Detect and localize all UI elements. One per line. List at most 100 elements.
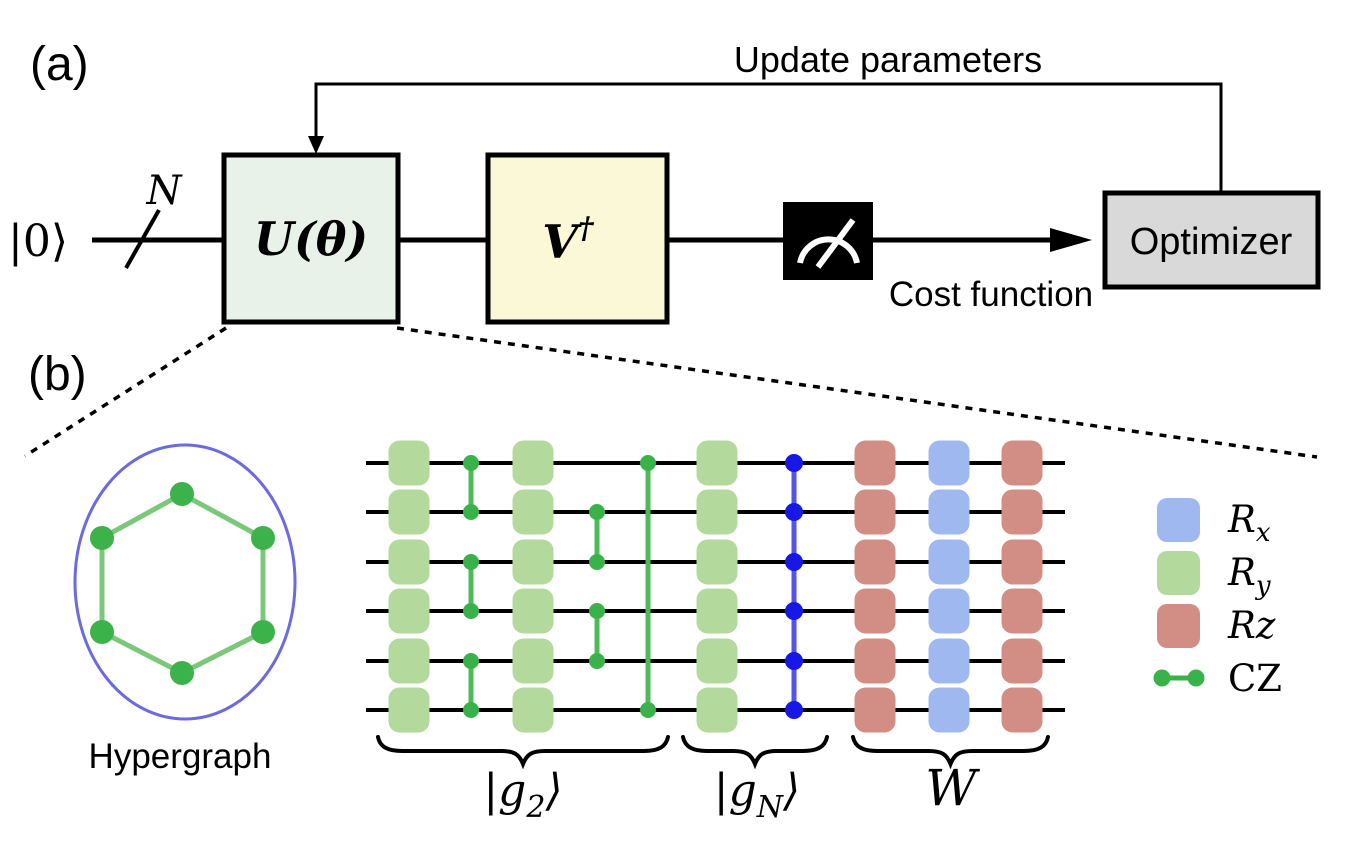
cz-dot-green [589, 504, 605, 520]
ry-gate [388, 489, 430, 535]
ry-gate [512, 638, 554, 684]
hypergraph-node [170, 661, 194, 685]
panel-b-label: (b) [28, 348, 87, 401]
measurement-box [783, 202, 873, 280]
rz-gate [1001, 489, 1043, 535]
underbrace [376, 735, 670, 770]
cost-arrowhead [1050, 228, 1092, 252]
ry-gate [388, 440, 430, 486]
optimizer-label: Optimizer [1130, 221, 1293, 263]
hypergraph-edge [180, 491, 265, 541]
legend-label-rx: Rx [1227, 498, 1271, 548]
cz-dot-green [463, 603, 479, 619]
rz-gate [1001, 638, 1043, 684]
ansatz-circuit [366, 440, 1065, 733]
cz-dot-green [463, 455, 479, 471]
rz-gate [1001, 687, 1043, 733]
ry-gate [696, 489, 738, 535]
cz-dot-green [463, 554, 479, 570]
ry-gate [512, 687, 554, 733]
cz-dot-blue [785, 652, 803, 670]
rz-gate [854, 539, 896, 585]
hypergraph-node [251, 526, 275, 550]
rz-gate [1001, 588, 1043, 634]
ry-gate [512, 440, 554, 486]
feedback-line [314, 82, 1223, 193]
cz-dot-green [640, 455, 656, 471]
hypergraph-edge [100, 629, 184, 676]
rz-gate [854, 638, 896, 684]
panel-a-label: (a) [30, 38, 89, 91]
input-ket: |0⟩ [8, 216, 68, 267]
u-gate-label: U(θ) [254, 212, 368, 266]
cz-dot-green [589, 653, 605, 669]
rz-gate [854, 687, 896, 733]
update-parameters-label: Update parameters [734, 39, 1042, 80]
ry-gate [696, 440, 738, 486]
legend-swatch-rx [1157, 498, 1200, 542]
hypergraph-edge [100, 491, 184, 541]
hypergraph-node [170, 482, 194, 506]
optimizer-box [1102, 190, 1321, 290]
rz-gate [854, 588, 896, 634]
hypergraph-edge [180, 629, 265, 676]
rz-gate [1001, 440, 1043, 486]
ry-gate [696, 588, 738, 634]
ry-gate [388, 638, 430, 684]
ry-gate [696, 539, 738, 585]
underbrace [851, 735, 1050, 770]
ry-gate [512, 588, 554, 634]
rx-gate [928, 687, 970, 733]
cz-dot-green [589, 603, 605, 619]
legend-label-cz: CZ [1228, 657, 1282, 700]
legend-swatch-ry [1157, 551, 1200, 595]
cz-dot-blue [785, 503, 803, 521]
callout-dotted-right [396, 326, 1318, 459]
wire-count-label: N [146, 168, 184, 214]
brace-label-gN: |gN⟩ [714, 765, 800, 825]
cz-dot-blue [785, 553, 803, 571]
feedback-arrowhead [308, 136, 324, 154]
ry-gate [512, 539, 554, 585]
legend-swatch-cz [1153, 669, 1205, 687]
brace-label-g2: |g2⟩ [483, 765, 562, 825]
cost-function-label: Cost function [889, 275, 1093, 314]
rx-gate [928, 440, 970, 486]
ry-gate [388, 687, 430, 733]
ry-gate [388, 588, 430, 634]
wire-slash [124, 209, 161, 269]
rz-gate [1001, 539, 1043, 585]
rx-gate [928, 638, 970, 684]
hypergraph-node [90, 526, 114, 550]
brace-label-w: W [925, 759, 980, 817]
ry-gate [512, 489, 554, 535]
legend-label-ry: Ry [1227, 551, 1271, 601]
cz-dot-blue [785, 602, 803, 620]
legend: Rx Ry Rz CZ [1153, 498, 1282, 700]
braces [376, 735, 1050, 770]
gauge-icon [797, 218, 860, 269]
hypergraph [73, 443, 297, 721]
cz-dot-green [640, 702, 656, 718]
rx-gate [928, 539, 970, 585]
rz-gate [854, 489, 896, 535]
hypergraph-node [90, 620, 114, 644]
ry-gate [696, 687, 738, 733]
rx-gate [928, 489, 970, 535]
cz-dot-green [463, 653, 479, 669]
hypergraph-ellipse [73, 443, 297, 721]
underbrace [681, 735, 829, 770]
legend-label-rz: Rz [1227, 604, 1276, 647]
rx-gate [928, 588, 970, 634]
v-gate-label: V† [542, 211, 595, 269]
hypergraph-caption: Hypergraph [89, 737, 272, 776]
callout-dotted-left [24, 326, 227, 458]
cz-dot-green [463, 702, 479, 718]
ry-gate [696, 638, 738, 684]
cz-dot-green [463, 504, 479, 520]
ry-gate [388, 539, 430, 585]
hypergraph-node [251, 620, 275, 644]
rz-gate [854, 440, 896, 486]
cz-dot-blue [785, 454, 803, 472]
